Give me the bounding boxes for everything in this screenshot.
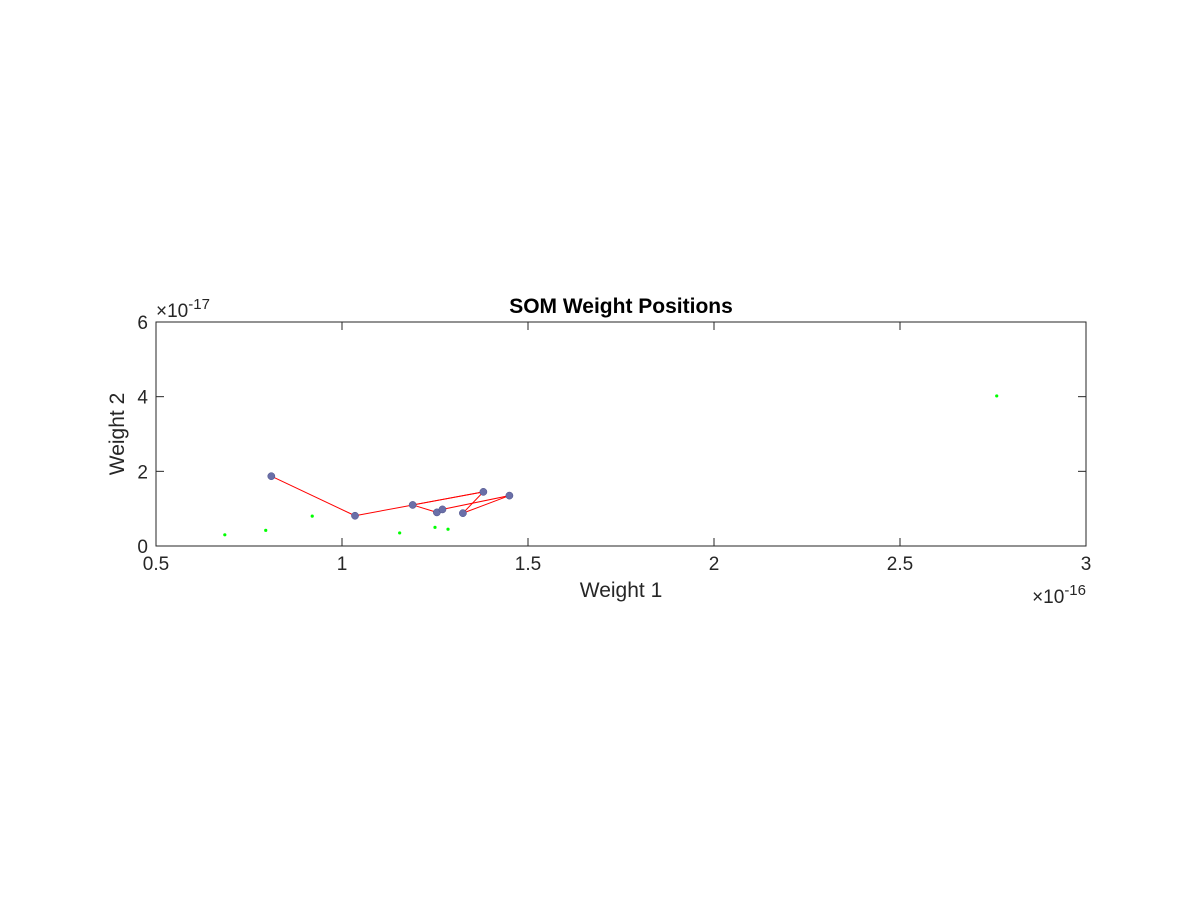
som-neuron-point bbox=[479, 488, 488, 496]
y-axis-label: Weight 2 bbox=[106, 393, 129, 476]
neighbor-edge bbox=[412, 504, 438, 513]
y-exponent-multiplier: ×10-17 bbox=[156, 296, 210, 322]
input-data-point bbox=[264, 528, 268, 532]
x-exponent-multiplier: ×10-16 bbox=[1032, 582, 1086, 608]
plot-area bbox=[155, 321, 1087, 547]
x-tick-label: 2.5 bbox=[887, 554, 913, 575]
x-axis-ticks: 0.5 1 1.5 2 2.5 3 bbox=[143, 322, 1092, 575]
y-tick-label: 4 bbox=[137, 388, 148, 409]
input-data-point bbox=[398, 531, 402, 535]
y-tick-label: 6 bbox=[137, 313, 148, 334]
som-neuron-point bbox=[438, 505, 447, 514]
som-neuron-point bbox=[505, 491, 514, 500]
x-tick-label: 2 bbox=[709, 554, 720, 575]
y-tick-label: 2 bbox=[137, 462, 148, 483]
y-axis-ticks: 0 2 4 6 bbox=[137, 313, 1086, 558]
input-data-point bbox=[995, 394, 999, 398]
x-tick-label: 1 bbox=[337, 554, 348, 575]
x-tick-label: 0.5 bbox=[143, 554, 169, 575]
neighbor-edge bbox=[442, 495, 510, 510]
input-data-point bbox=[433, 525, 437, 529]
input-data-point bbox=[223, 533, 227, 537]
y-exponent-power: -17 bbox=[188, 296, 210, 313]
y-tick-label: 0 bbox=[137, 537, 148, 558]
x-axis-label: Weight 1 bbox=[580, 579, 663, 602]
input-data-point bbox=[446, 527, 450, 531]
neighbor-edges bbox=[271, 475, 510, 517]
som-neuron-point bbox=[351, 511, 359, 520]
x-tick-label: 3 bbox=[1081, 554, 1092, 575]
y-exponent-base: ×10 bbox=[156, 301, 188, 322]
som-neuron-point bbox=[408, 501, 417, 509]
neighbor-edge bbox=[462, 491, 484, 514]
x-tick-label: 1.5 bbox=[515, 554, 541, 575]
x-exponent-power: -16 bbox=[1064, 582, 1086, 599]
neighbor-edge bbox=[271, 475, 356, 517]
neighbor-edge bbox=[412, 491, 484, 506]
neighbor-edge bbox=[462, 495, 510, 514]
chart-title: SOM Weight Positions bbox=[509, 295, 733, 318]
data-points bbox=[223, 394, 999, 537]
input-data-point bbox=[310, 514, 314, 518]
som-neuron-point bbox=[459, 509, 467, 517]
x-exponent-base: ×10 bbox=[1032, 587, 1064, 608]
som-neuron-point bbox=[267, 472, 276, 481]
